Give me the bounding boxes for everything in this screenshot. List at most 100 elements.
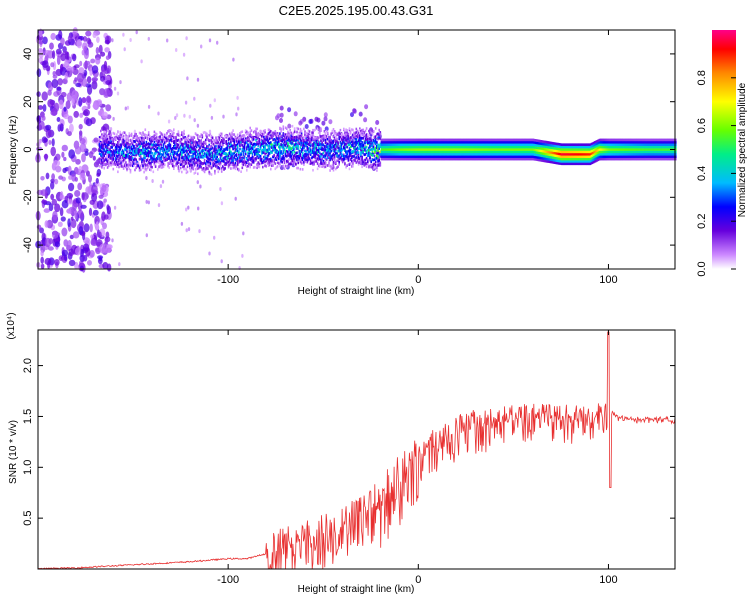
- heatmap-cell: [142, 164, 144, 167]
- heatmap-cell: [195, 155, 198, 159]
- heatmap-cell: [437, 143, 440, 146]
- heatmap-cell: [236, 136, 239, 139]
- heatmap-cell: [163, 133, 166, 137]
- heatmap-cell: [265, 142, 267, 146]
- heatmap-cell: [330, 142, 332, 145]
- heatmap-cell: [234, 163, 237, 167]
- heatmap-cell: [256, 127, 258, 131]
- heatmap-cell: [305, 136, 307, 140]
- heatmap-cell: [207, 153, 209, 156]
- heatmap-cell: [214, 145, 216, 148]
- heatmap-cell: [424, 153, 426, 156]
- heatmap-cell: [71, 97, 75, 106]
- heatmap-cell: [313, 155, 315, 159]
- heatmap-cell: [38, 40, 44, 45]
- heatmap-cell: [158, 144, 160, 147]
- heatmap-cell: [215, 141, 217, 145]
- heatmap-cell: [314, 139, 317, 142]
- heatmap-cell: [276, 165, 279, 168]
- heatmap-cell: [400, 150, 402, 154]
- heatmap-cell: [479, 157, 482, 161]
- heatmap-cell: [42, 36, 48, 45]
- heatmap-cell: [217, 149, 220, 152]
- heatmap-cell: [321, 157, 323, 161]
- heatmap-cell: [112, 116, 115, 121]
- heatmap-cell: [412, 148, 415, 151]
- heatmap-cell: [208, 157, 210, 161]
- heatmap-cell: [138, 145, 141, 149]
- heatmap-cell: [364, 104, 369, 110]
- heatmap-cell: [305, 153, 307, 156]
- heatmap-cell: [321, 162, 323, 165]
- heatmap-cell: [238, 168, 240, 171]
- heatmap-cell: [129, 143, 132, 146]
- heatmap-cell: [311, 149, 313, 153]
- heatmap-cell: [220, 147, 223, 150]
- heatmap-cell: [44, 237, 52, 248]
- heatmap-cell: [300, 139, 303, 143]
- heatmap-cell: [314, 116, 319, 122]
- heatmap-cell: [388, 153, 391, 156]
- heatmap-cell: [369, 133, 371, 137]
- heatmap-cell: [284, 133, 287, 136]
- heatmap-cell: [304, 142, 306, 146]
- heatmap-cell: [274, 167, 277, 171]
- heatmap-cell: [159, 153, 161, 156]
- heatmap-cell: [331, 129, 334, 133]
- heatmap-cell: [378, 164, 380, 167]
- heatmap-cell: [387, 148, 390, 151]
- heatmap-cell: [295, 155, 297, 159]
- heatmap-cell: [209, 164, 212, 168]
- heatmap-cell: [297, 144, 299, 148]
- heatmap-cell: [100, 135, 102, 139]
- heatmap-cell: [116, 165, 118, 168]
- heatmap-cell: [440, 148, 442, 151]
- heatmap-cell: [243, 147, 246, 150]
- heatmap-cell: [98, 140, 101, 143]
- heatmap-cell: [265, 135, 267, 139]
- heatmap-cell: [368, 141, 370, 145]
- heatmap-cell: [330, 156, 332, 160]
- heatmap-cell: [247, 158, 249, 162]
- heatmap-cell: [199, 165, 201, 168]
- heatmap-cell: [112, 153, 115, 156]
- heatmap-cell: [147, 36, 150, 41]
- heatmap-cell: [151, 158, 153, 162]
- heatmap-cell: [382, 145, 385, 149]
- heatmap-cell: [386, 155, 388, 158]
- heatmap-cell: [405, 150, 408, 154]
- heatmap-cell: [388, 143, 391, 146]
- heatmap-cell: [291, 135, 294, 139]
- heatmap-cell: [163, 135, 166, 138]
- heatmap-cell: [112, 144, 115, 147]
- heatmap-cell: [372, 163, 375, 166]
- heatmap-cell: [359, 138, 361, 141]
- heatmap-cell: [173, 136, 175, 139]
- heatmap-cell: [376, 169, 378, 172]
- heatmap-cell: [67, 199, 74, 205]
- heatmap-cell: [129, 155, 132, 159]
- heatmap-cell: [460, 157, 463, 161]
- heatmap-cell: [88, 207, 93, 216]
- heatmap-cell: [224, 135, 226, 139]
- heatmap-cell: [293, 154, 296, 158]
- heatmap-cell: [113, 150, 116, 153]
- heatmap-cell: [425, 138, 427, 142]
- heatmap-cell: [230, 138, 232, 142]
- heatmap-cell: [348, 128, 351, 132]
- heatmap-cell: [137, 140, 140, 144]
- heatmap-cell: [346, 153, 348, 157]
- heatmap-cell: [378, 153, 380, 157]
- heatmap-cell: [233, 151, 236, 155]
- heatmap-cell: [417, 157, 419, 161]
- heatmap-cell: [193, 96, 196, 101]
- heatmap-cell: [105, 80, 112, 86]
- heatmap-cell: [421, 153, 424, 156]
- heatmap-cell: [236, 147, 239, 150]
- heatmap-cell: [142, 166, 144, 170]
- heatmap-cell: [267, 151, 270, 155]
- heatmap-cell: [322, 159, 325, 163]
- heatmap-cell: [183, 113, 186, 118]
- heatmap-cell: [254, 165, 256, 169]
- heatmap-cell: [218, 145, 221, 149]
